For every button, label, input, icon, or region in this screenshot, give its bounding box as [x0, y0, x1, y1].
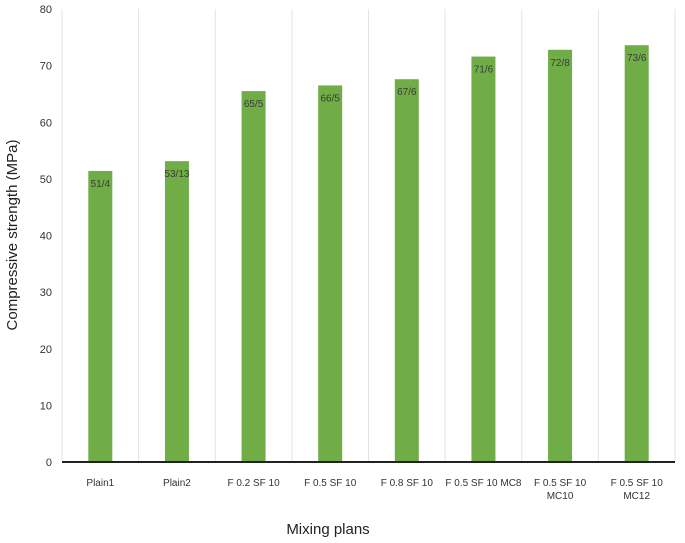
data-label: 72/8 [550, 58, 570, 69]
y-tick-label: 40 [40, 231, 52, 243]
y-tick-labels: 0 10 20 30 40 50 60 70 80 [40, 4, 52, 469]
bar [241, 91, 266, 462]
data-labels: 51/4 53/13 65/5 66/5 67/6 71/6 72/8 73/6 [91, 53, 647, 190]
bar [624, 45, 649, 463]
y-tick-label: 0 [46, 457, 52, 469]
bars [88, 45, 649, 463]
y-axis-title: Compressive strength (MPa) [4, 140, 21, 331]
x-tick-label: F 0.5 SF 10 MC12 [611, 478, 664, 502]
data-label: 66/5 [320, 93, 340, 104]
y-tick-label: 30 [40, 287, 52, 299]
y-tick-label: 70 [40, 61, 52, 73]
y-tick-label: 10 [40, 400, 52, 412]
x-tick-label: F 0.5 SF 10 MC10 [534, 478, 587, 502]
data-label: 53/13 [164, 169, 189, 180]
data-label: 67/6 [397, 87, 417, 98]
data-label: 65/5 [244, 99, 264, 110]
bar [88, 170, 113, 462]
y-tick-label: 50 [40, 174, 52, 186]
x-axis-title: Mixing plans [286, 521, 369, 538]
x-tick-label: F 0.5 SF 10 [304, 478, 357, 489]
data-label: 73/6 [627, 53, 647, 64]
data-label: 51/4 [91, 179, 111, 190]
x-tick-label: F 0.2 SF 10 [227, 478, 280, 489]
data-label: 71/6 [474, 65, 494, 76]
x-tick-label: F 0.8 SF 10 [381, 478, 434, 489]
x-tick-labels: Plain1 Plain2 F 0.2 SF 10 F 0.5 SF 10 F 0.8 … [86, 478, 663, 502]
bar [318, 85, 343, 462]
y-tick-label: 80 [40, 4, 52, 16]
y-tick-label: 60 [40, 117, 52, 129]
bar [548, 49, 573, 463]
y-tick-label: 20 [40, 344, 52, 356]
bar [164, 161, 189, 463]
bar [471, 56, 496, 462]
x-tick-label: Plain1 [86, 478, 114, 489]
grid-lines [61, 9, 676, 462]
x-tick-label: F 0.5 SF 10 MC8 [445, 478, 522, 489]
bar [394, 79, 419, 462]
x-tick-label: Plain2 [163, 478, 191, 489]
